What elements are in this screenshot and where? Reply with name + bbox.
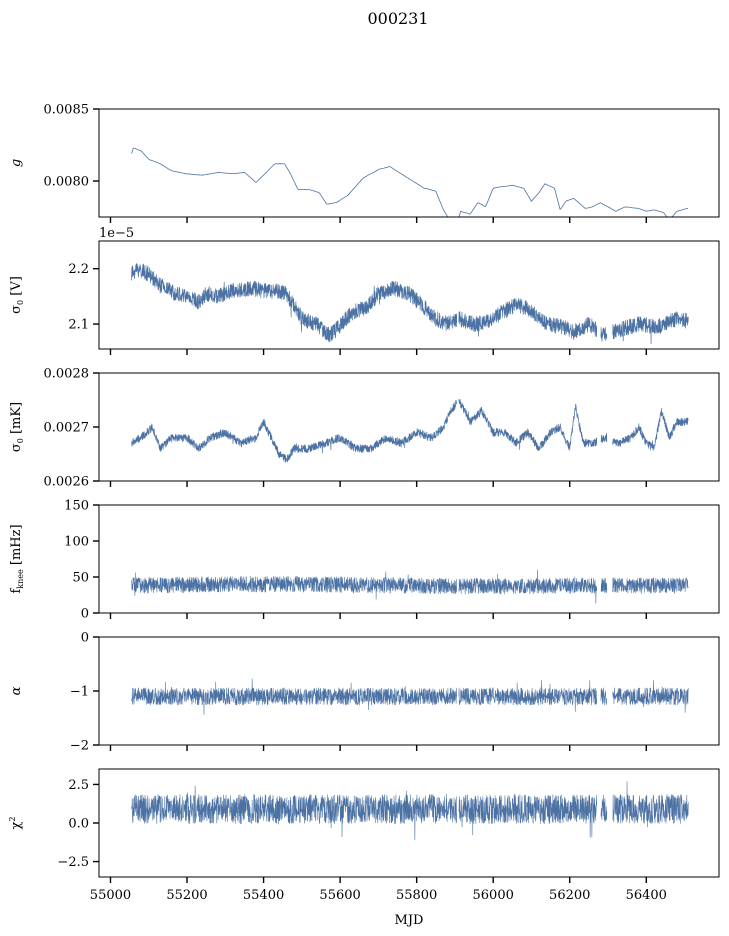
x-tick-label: 55800 [396, 888, 437, 903]
y-tick-label: 2.5 [68, 778, 89, 793]
y-tick-label: 2.1 [68, 318, 89, 333]
y-axis-label: α [9, 686, 24, 695]
axes-frame [98, 108, 720, 218]
y-tick-label: 0.0028 [44, 367, 90, 382]
panel-5: −2 −1 0 α [9, 631, 720, 754]
series-line [131, 263, 689, 345]
y-tick-label: 0 [81, 607, 89, 622]
panel-4: 0 50 100 150 fknee [mHz] [9, 499, 720, 622]
series-line [131, 781, 689, 841]
axes-frame [98, 768, 720, 878]
panel-1: 0.0080 0.0085 g [9, 103, 720, 223]
y-tick-label: −2 [70, 739, 89, 754]
offset-label: 1e−5 [99, 226, 134, 241]
x-tick-label: 55200 [166, 888, 207, 903]
figure-title: 000231 [367, 9, 428, 28]
series-line [131, 569, 689, 604]
y-tick-label: 0.0080 [44, 175, 90, 190]
y-tick-label: −2.5 [57, 855, 89, 870]
y-tick-label: −1 [70, 685, 89, 700]
series-line [131, 678, 689, 715]
panel-6: −2.5 0.0 2.5 55000 55200 55400 55600 55800 56000… [8, 768, 720, 903]
x-tick-label: 56400 [626, 888, 667, 903]
series-line [131, 147, 689, 217]
y-axis-label: σ0 [mK] [9, 402, 25, 452]
x-axis-label: MJD [395, 913, 424, 928]
x-tick-label: 56200 [549, 888, 590, 903]
axes-frame [98, 504, 720, 614]
y-axis-label: σ0 [V] [9, 276, 25, 314]
axes-frame [98, 240, 720, 350]
x-tick-label: 56000 [473, 888, 514, 903]
y-axis-label: fknee [mHz] [9, 524, 25, 593]
y-tick-label: 0.0027 [44, 421, 90, 436]
y-tick-label: 0.0 [68, 817, 89, 832]
y-tick-label: 0 [81, 631, 89, 646]
axes-frame [98, 372, 720, 482]
series-line [131, 398, 689, 463]
x-tick-label: 55400 [243, 888, 284, 903]
y-tick-label: 150 [64, 499, 89, 514]
x-tick-label: 55600 [319, 888, 360, 903]
y-tick-label: 0.0026 [44, 475, 90, 490]
y-axis-label: g [9, 159, 24, 167]
x-tick-label: 55000 [90, 888, 131, 903]
y-axis-label: χ2 [8, 817, 24, 830]
y-tick-label: 100 [64, 535, 89, 550]
panel-2: 2.1 2.2 σ0 [V] 1e−5 [9, 226, 720, 355]
y-tick-label: 2.2 [68, 262, 89, 277]
y-tick-label: 50 [72, 571, 89, 586]
y-tick-label: 0.0085 [44, 103, 90, 118]
panel-3: 0.0026 0.0027 0.0028 σ0 [mK] [9, 367, 720, 490]
